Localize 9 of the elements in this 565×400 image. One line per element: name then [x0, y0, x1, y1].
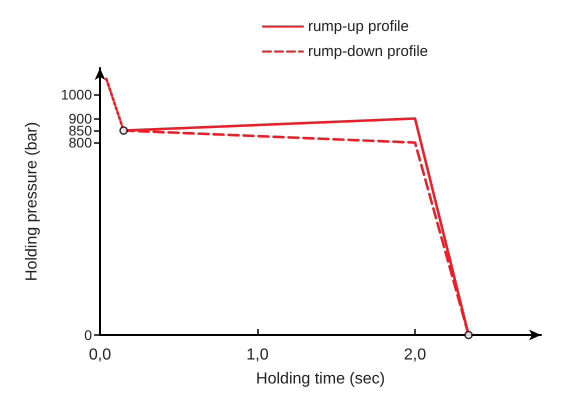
x-axis-title: Holding time (sec): [256, 370, 385, 388]
x-tick-label: 0,0: [88, 346, 112, 364]
x-tick-label: 2,0: [404, 346, 426, 364]
y-axis-title: Holding pressure (bar): [24, 122, 40, 282]
x-tick-label: 1,0: [246, 346, 269, 364]
legend-label: rump-up profile: [308, 18, 409, 35]
y-tick-label: 0: [84, 327, 92, 343]
y-tick-label: 1000: [60, 86, 92, 102]
legend-label: rump-down profile: [308, 43, 428, 60]
